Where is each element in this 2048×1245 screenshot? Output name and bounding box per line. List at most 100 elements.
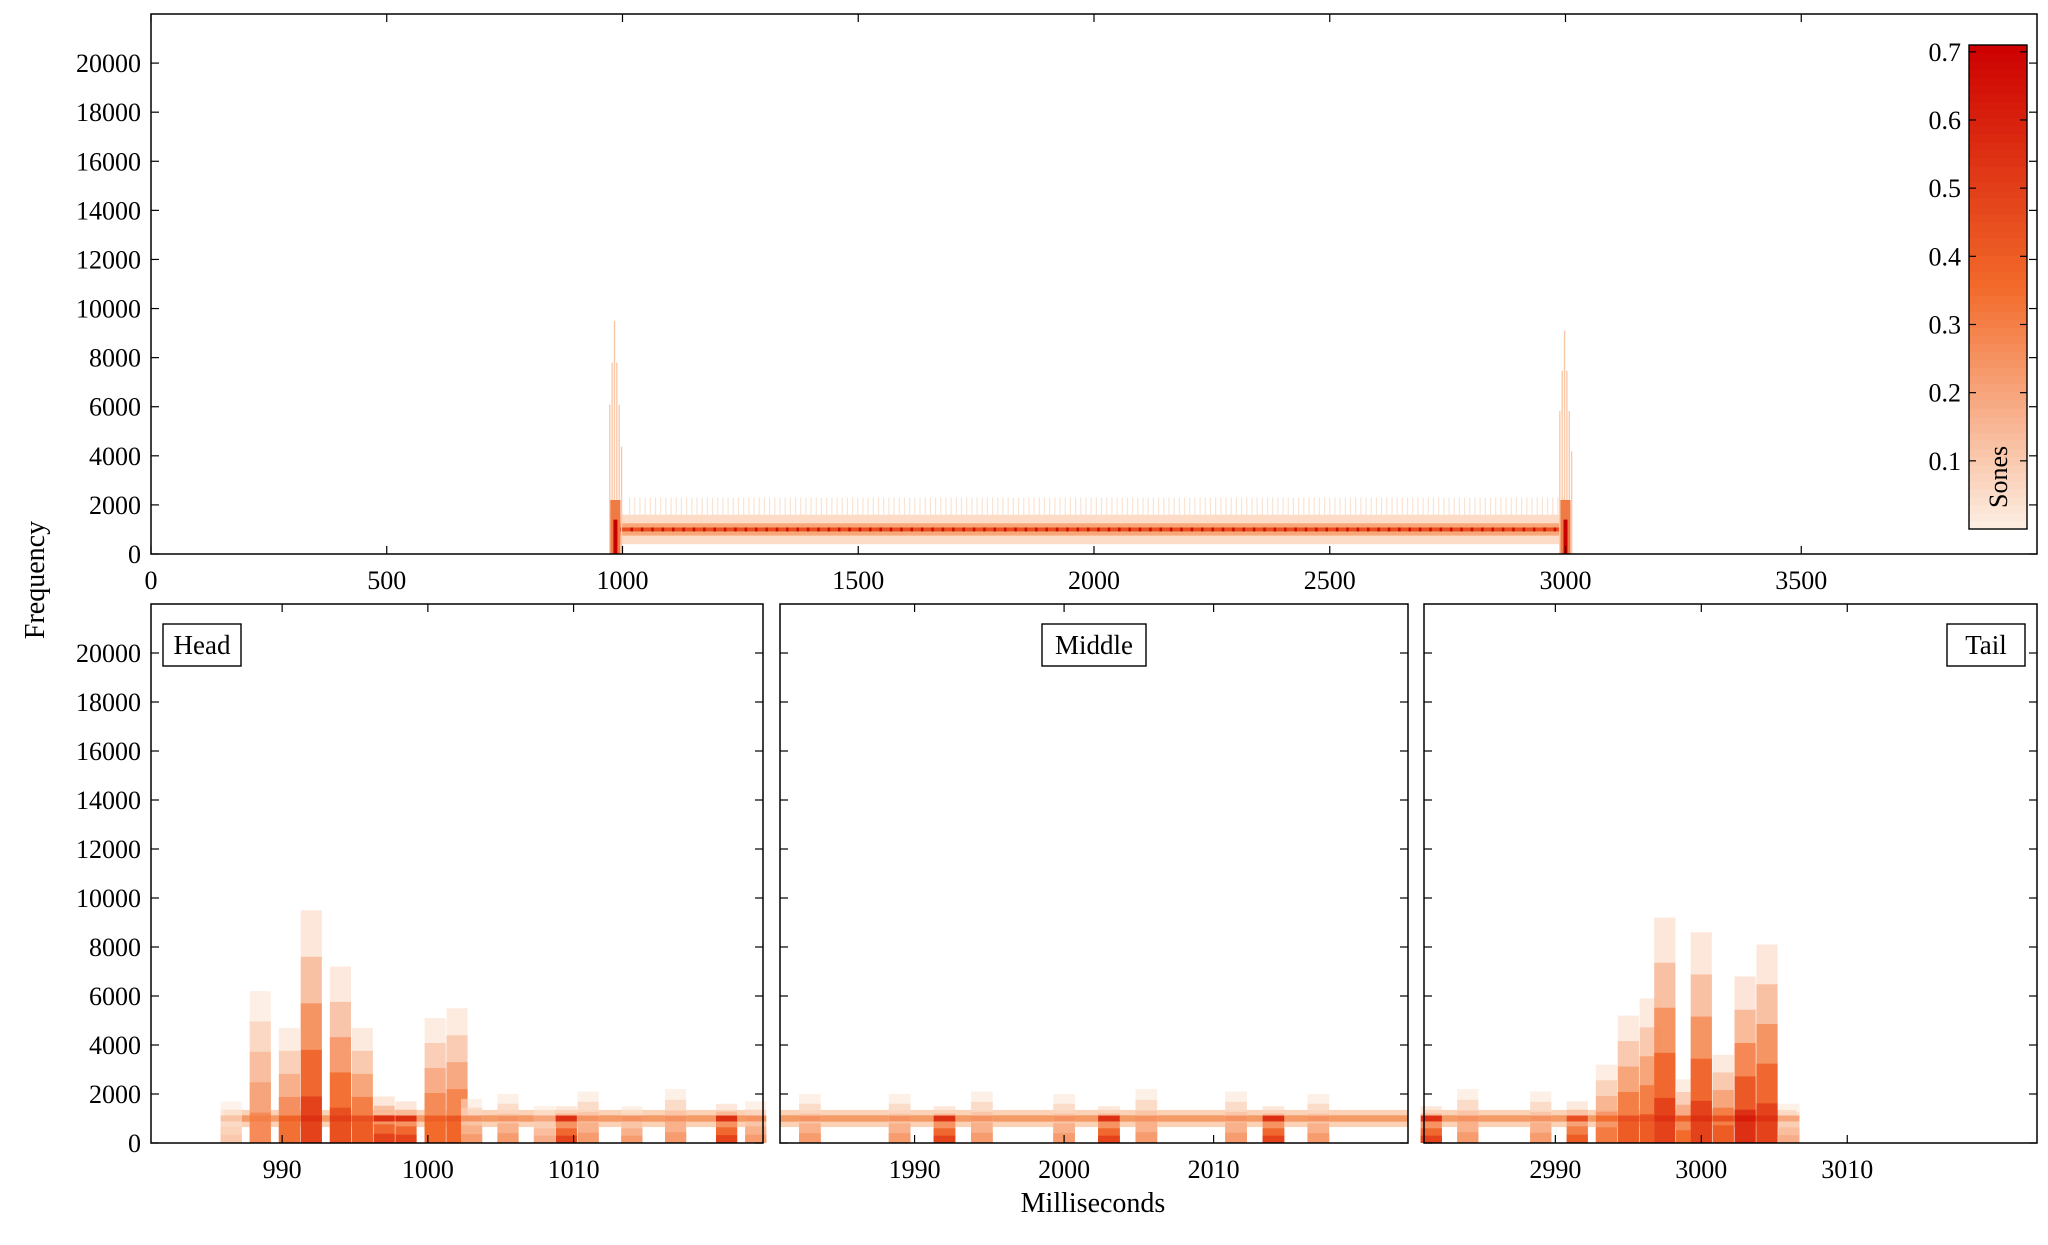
spectro-cell (1225, 1132, 1247, 1143)
colorbar-cell (1969, 448, 2027, 457)
tone-band-pulse (640, 527, 644, 532)
y-tick-label: 4000 (89, 1031, 141, 1060)
tone-band-pulse (1086, 527, 1090, 532)
colorbar-cell (1969, 117, 2027, 127)
colorbar-cell (1969, 496, 2027, 506)
spectro-cell (395, 1134, 417, 1143)
spectro-peak-cell (300, 1115, 322, 1122)
spectro-cell (1756, 1103, 1778, 1143)
tone-band-pulse (1460, 527, 1463, 532)
tail-panel: 2990 3000 3010 Tail (1420, 603, 2038, 1184)
tone-band-pulse (1159, 527, 1163, 532)
tone-band-pulse (1501, 527, 1505, 532)
tone-band-pulse (1408, 527, 1411, 532)
panel-label: Tail (1965, 630, 2007, 660)
spectro-cell (799, 1133, 821, 1143)
tone-band-pulse (900, 527, 903, 532)
spectro-cell (888, 1133, 911, 1143)
spectro-cell (577, 1132, 599, 1143)
tone-band-pulse (661, 527, 665, 532)
tone-band-pulse (1429, 527, 1432, 532)
transient-peak (1563, 519, 1568, 554)
middle-panel: 1990 2000 2010 Middle (779, 603, 1409, 1184)
spectro-peak-cell (1778, 1115, 1800, 1122)
tone-band-pulse (962, 527, 965, 532)
spectro-cell (1595, 1127, 1618, 1143)
spectro-peak-cell (888, 1115, 911, 1122)
spectro-peak-cell (1225, 1115, 1247, 1122)
colorbar-cell (1969, 416, 2027, 425)
spectro-peak-cell (1617, 1115, 1639, 1122)
tone-band-pulse (972, 527, 976, 532)
colorbar-cell (1969, 399, 2027, 409)
tone-band-pulse (806, 527, 810, 532)
spectro-cell (461, 1134, 483, 1143)
tone-band-pulse (651, 527, 654, 532)
tone-band-pulse (1118, 527, 1121, 532)
plot-frame (150, 13, 2038, 555)
y-tick-label: 18000 (76, 98, 141, 127)
colorbar-cell (1969, 440, 2027, 449)
spectro-cell (1734, 1109, 1756, 1143)
colorbar-cell (1969, 141, 2027, 151)
spectro-cell (1566, 1134, 1588, 1143)
tone-band-pulse (765, 527, 768, 532)
tone-band-pulse (1138, 527, 1142, 532)
tone-band-pulse (754, 527, 758, 532)
tone-band-pulse (1418, 527, 1422, 532)
tone-band-pulse (931, 527, 934, 532)
tone-band-pulse (1232, 527, 1235, 532)
x-tick-label: 0 (145, 566, 158, 595)
tone-band-pulse (1356, 527, 1360, 532)
tone-band-pulse (910, 527, 914, 532)
colorbar-tick-label: 0.5 (1929, 174, 1962, 203)
colorbar: 0.1 0.2 0.3 0.4 0.5 0.6 0.7 Sones (1929, 38, 2028, 530)
tone-band-pulse (1387, 527, 1391, 532)
y-tick-label: 6000 (89, 393, 141, 422)
spectro-cell (1262, 1135, 1285, 1143)
colorbar-cell (1969, 375, 2027, 385)
spectro-cell (351, 1119, 373, 1143)
spectro-peak-cell (1098, 1115, 1120, 1122)
tone-band-pulse (1304, 527, 1308, 532)
tone-band-pulse (1035, 527, 1038, 532)
spectro-peak-cell (1135, 1115, 1158, 1122)
tone-band-pulse (786, 527, 789, 532)
tone-band-pulse (920, 527, 924, 532)
spectro-cell (971, 1132, 993, 1143)
tone-band-pulse (1346, 527, 1349, 532)
colorbar-cell (1969, 149, 2027, 159)
colorbar-cell (1969, 512, 2027, 522)
tone-band-pulse (1066, 527, 1069, 532)
x-tick-label: 2500 (1304, 566, 1356, 595)
spectro-peak-cell (933, 1115, 956, 1122)
colorbar-cell (1969, 198, 2027, 207)
x-tick-label: 3500 (1775, 566, 1827, 595)
y-tick-label: 2000 (89, 1080, 141, 1109)
plot-frame (779, 603, 1409, 1144)
y-tick-label: 16000 (76, 147, 141, 176)
spectro-peak-cell (665, 1115, 687, 1122)
colorbar-cell (1969, 359, 2027, 369)
y-tick-label: 12000 (76, 835, 141, 864)
colorbar-cell (1969, 246, 2027, 256)
tone-band-pulse (796, 527, 799, 532)
tone-band-pulse (1149, 527, 1152, 532)
colorbar-cell (1969, 472, 2027, 482)
tone-band-pulse (672, 527, 675, 532)
spectro-peak-cell (446, 1115, 468, 1122)
colorbar-cell (1969, 488, 2027, 498)
tone-band-pulse (692, 527, 696, 532)
y-tick-label: 16000 (76, 737, 141, 766)
spectro-peak-cell (1734, 1115, 1756, 1122)
spectro-peak-cell (461, 1115, 483, 1122)
colorbar-cell (1969, 69, 2027, 78)
spectro-peak-cell (1639, 1115, 1661, 1122)
tone-band-pulse (983, 527, 986, 532)
x-tick-label: 1010 (548, 1155, 600, 1184)
spectro-peak-cell (1457, 1115, 1479, 1122)
spectro-peak-cell (220, 1115, 242, 1122)
tone-band-pulse (952, 527, 955, 532)
tone-band-pulse (1491, 527, 1494, 532)
spectro-cell (621, 1135, 643, 1143)
